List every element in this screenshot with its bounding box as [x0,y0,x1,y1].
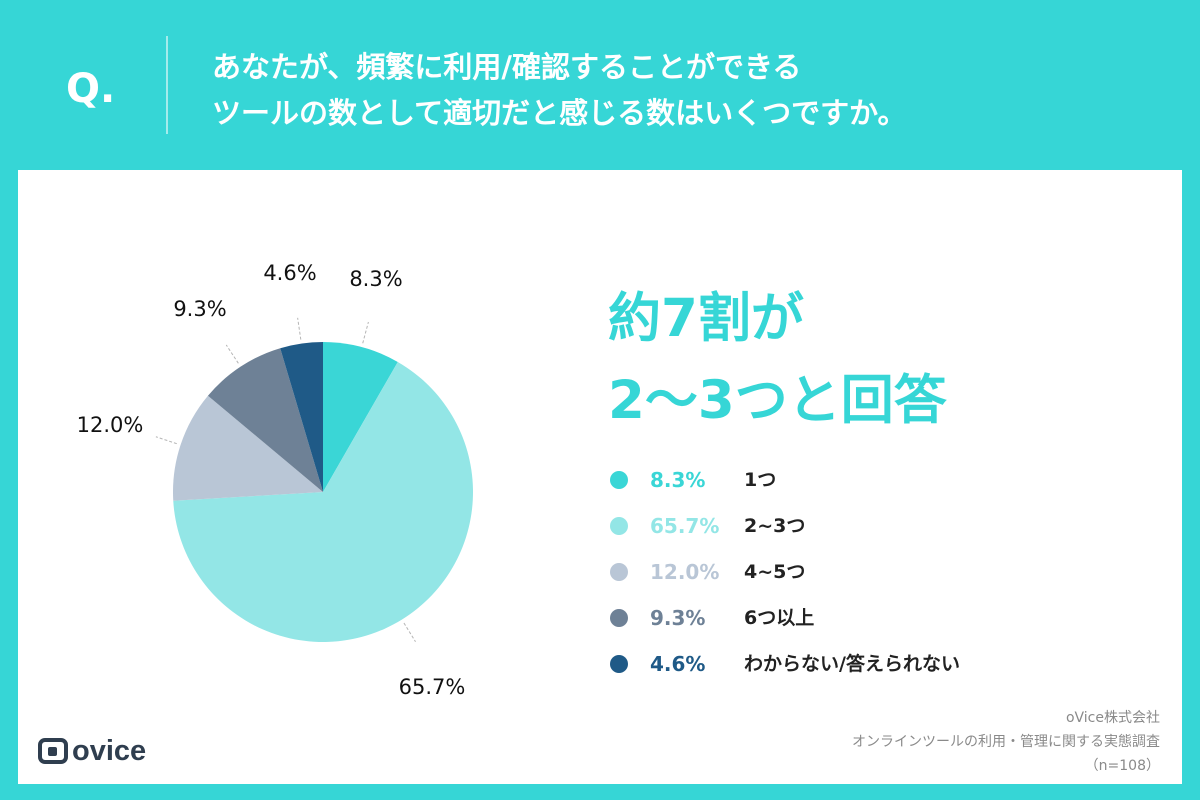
source-note: oVice株式会社 オンラインツールの利用・管理に関する実態調査 （n=108） [852,706,1160,778]
legend-percent: 9.3% [650,606,706,630]
pie-data-label: 9.3% [173,297,226,321]
headline-line-1: 約7割が [608,288,804,349]
pie-leader-line [362,321,369,344]
pie-data-label: 8.3% [349,267,402,291]
logo-text: ovice [72,735,147,767]
pie-leader-line [225,344,239,364]
pie-slice-unknown [280,342,323,492]
legend-percent: 4.6% [650,652,706,676]
legend-label: わからない/答えられない [744,653,960,675]
ovice-logo-icon [38,738,68,764]
legend-label: 4~5つ [744,561,806,583]
pie-data-label: 4.6% [263,261,316,285]
pie-slice-4-5 [173,395,323,501]
pie-slice-6-plus [207,348,323,492]
pie-slice-2-3 [173,361,473,642]
pie-leader-line [403,622,416,642]
question-label: Q. [66,66,116,112]
source-company: oVice株式会社 [1065,710,1160,726]
headline: 約7割が 2〜3つと回答 [608,278,947,442]
header: Q. あなたが、頻繁に利用/確認することができる ツールの数として適切だと感じる… [0,0,1200,168]
legend-dot-icon [610,609,628,627]
legend-percent: 8.3% [650,468,706,492]
pie-leader-line [297,317,302,340]
question-line-1: あなたが、頻繁に利用/確認することができる [212,50,802,84]
legend-percent: 12.0% [650,560,720,584]
legend-label: 1つ [744,469,777,491]
source-sample-size: （n=108） [1084,758,1160,774]
pie-leader-line [155,436,177,445]
pie-data-label: 65.7% [399,675,466,699]
question-text: あなたが、頻繁に利用/確認することができる ツールの数として適切だと感じる数はい… [212,44,907,136]
legend-percent: 65.7% [650,514,720,538]
chart-card: 8.3% 65.7% 12.0% 9.3% 4.6% 約7割が 2〜3つと回答 8.3%… [18,170,1182,784]
question-line-2: ツールの数として適切だと感じる数はいくつですか。 [212,96,907,130]
headline-line-2: 2〜3つと回答 [608,370,947,431]
legend-dot-icon [610,517,628,535]
legend-label: 6つ以上 [744,607,815,629]
legend-dot-icon [610,655,628,673]
pie-slice-1 [323,342,398,492]
legend-label: 2~3つ [744,515,806,537]
source-survey: オンラインツールの利用・管理に関する実態調査 [852,734,1160,750]
legend-dot-icon [610,563,628,581]
pie-data-label: 12.0% [77,413,144,437]
legend-dot-icon [610,471,628,489]
pie-chart: 8.3% 65.7% 12.0% 9.3% 4.6% [77,261,473,699]
header-divider [166,36,168,134]
